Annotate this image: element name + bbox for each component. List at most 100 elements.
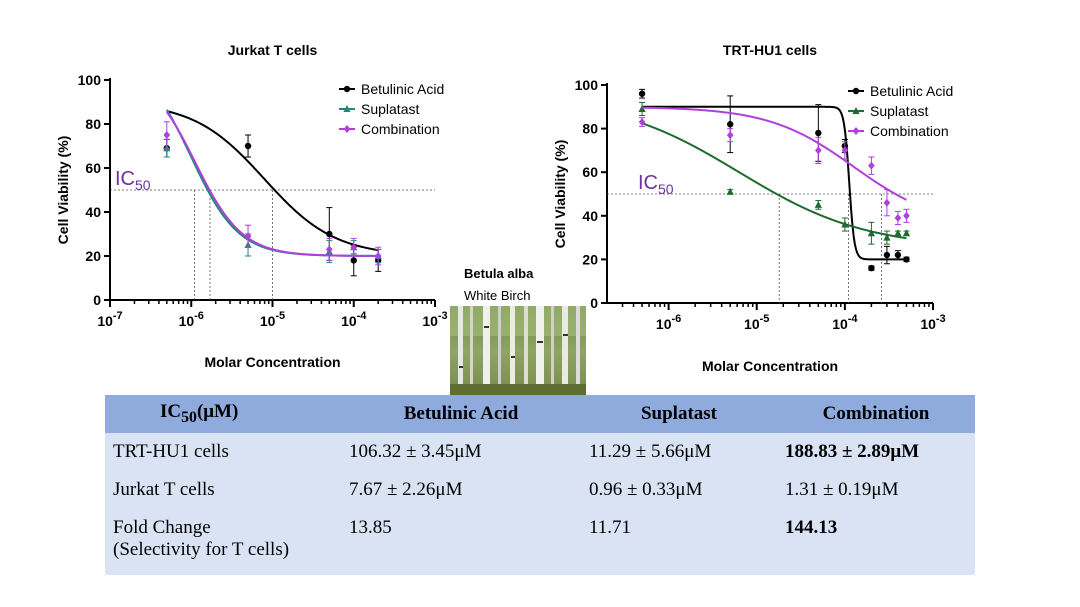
- legend-betulinic-acid: Betulinic Acid: [361, 81, 444, 97]
- betulinic-acid-point: [350, 257, 357, 264]
- y-tick-label: 40: [85, 204, 101, 220]
- cell-value: 1.31 ± 0.19μM: [777, 471, 975, 509]
- legend-betulinic-acid: Betulinic Acid: [870, 83, 953, 99]
- cell-value: 188.83 ± 2.89μM: [777, 433, 975, 471]
- betulinic-acid-fit-line: [166, 110, 379, 252]
- row-label: Jurkat T cells: [105, 471, 341, 509]
- y-tick-label: 20: [582, 251, 598, 267]
- header-suplatast: Suplatast: [581, 395, 777, 433]
- cell-value: 106.32 ± 3.45μM: [341, 433, 581, 471]
- y-tick-label: 80: [582, 121, 598, 137]
- x-tick-label: 10-7: [97, 310, 122, 329]
- combination-point: [883, 198, 891, 207]
- chart-title: TRT-HU1 cells: [723, 42, 817, 58]
- legend-suplatast: Suplatast: [361, 101, 419, 117]
- betulinic-acid-point: [903, 256, 910, 263]
- cell-value: 7.67 ± 2.26μM: [341, 471, 581, 509]
- suplatast-legend-marker: [343, 105, 351, 112]
- suplatast-point: [841, 220, 849, 228]
- betulinic-acid-legend-marker: [852, 87, 860, 95]
- combination-legend-marker: [343, 125, 351, 133]
- birch-title: Betula alba: [464, 266, 534, 281]
- y-tick-label: 60: [582, 164, 598, 180]
- birch-image-block: Betula alba White Birch: [450, 266, 586, 396]
- betulinic-acid-point: [326, 230, 333, 238]
- birch-forest-image: [450, 306, 586, 396]
- betulinic-acid-legend-marker: [343, 85, 351, 93]
- x-tick-label: 10-5: [260, 310, 285, 329]
- ic50-label: IC50: [638, 172, 674, 197]
- combination-point: [726, 131, 734, 140]
- combination-fit-line: [642, 106, 907, 201]
- y-axis-label: Cell Viability (%): [55, 136, 71, 245]
- betulinic-acid-point: [868, 264, 875, 272]
- combination-fit-line: [165, 111, 379, 257]
- y-tick-label: 20: [85, 248, 101, 264]
- cell-value: 11.71: [581, 509, 777, 575]
- betulinic-acid-point: [638, 90, 646, 97]
- x-tick-label: 10-6: [179, 310, 204, 329]
- combination-point: [868, 161, 875, 170]
- suplatast-point: [867, 229, 875, 237]
- birch-subtitle: White Birch: [464, 288, 531, 303]
- x-tick-label: 10-4: [341, 310, 367, 329]
- y-tick-label: 40: [582, 208, 598, 224]
- y-tick-label: 100: [78, 72, 102, 88]
- header-combination: Combination: [777, 395, 975, 433]
- cell-value: 11.29 ± 5.66μM: [581, 433, 777, 471]
- suplatast-point: [883, 233, 891, 241]
- betulinic-acid-point: [244, 142, 252, 150]
- combination-legend-marker: [852, 127, 860, 135]
- header-ic50: IC50(μM): [105, 395, 341, 433]
- x-axis-label: Molar Concentration: [702, 358, 838, 374]
- chart-title: Jurkat T cells: [228, 42, 318, 58]
- cell-value: 0.96 ± 0.33μM: [581, 471, 777, 509]
- x-axis-label: Molar Concentration: [204, 354, 340, 370]
- combination-point: [894, 213, 902, 222]
- betulinic-acid-fit-line: [642, 105, 907, 261]
- y-axis-label: Cell Viability (%): [552, 140, 568, 249]
- ic50-label: IC50: [115, 168, 151, 193]
- table-row: TRT-HU1 cells 106.32 ± 3.45μM 11.29 ± 5.…: [105, 433, 975, 471]
- row-label: TRT-HU1 cells: [105, 433, 341, 471]
- x-tick-label: 10-3: [920, 313, 945, 332]
- y-tick-label: 0: [93, 292, 101, 308]
- combination-point: [815, 146, 822, 155]
- y-tick-label: 60: [85, 160, 101, 176]
- combination-point: [903, 211, 910, 220]
- combination-point: [325, 245, 333, 254]
- betulinic-acid-point: [894, 251, 902, 259]
- betulinic-acid-point: [815, 129, 822, 137]
- suplatast-point: [894, 229, 902, 237]
- legend-combination: Combination: [361, 121, 440, 137]
- suplatast-point: [902, 229, 911, 237]
- combination-point: [374, 252, 382, 260]
- y-tick-label: 100: [575, 77, 599, 93]
- combination-point: [638, 118, 646, 127]
- ic50-table: IC50(μM) Betulinic Acid Suplatast Combin…: [105, 395, 975, 575]
- y-tick-label: 80: [85, 116, 101, 132]
- table-header-row: IC50(μM) Betulinic Acid Suplatast Combin…: [105, 395, 975, 433]
- trt-hu1-chart: TRT-HU1 cells 0 20 40 60 80 100 10-6 10-5 10-4 10-…: [552, 42, 953, 374]
- header-betulinic-acid: Betulinic Acid: [341, 395, 581, 433]
- x-tick-label: 10-4: [832, 313, 858, 332]
- x-tick-label: 10-5: [744, 313, 769, 332]
- suplatast-legend-marker: [852, 107, 860, 114]
- suplatast-point: [726, 187, 734, 195]
- betulinic-acid-point: [727, 121, 734, 128]
- combination-point: [350, 243, 358, 252]
- betulinic-acid-point: [883, 251, 891, 259]
- y-tick-label: 0: [590, 295, 598, 311]
- legend-combination: Combination: [870, 123, 949, 139]
- x-tick-label: 10-3: [422, 310, 447, 329]
- suplatast-point: [814, 200, 822, 208]
- table-row: Jurkat T cells 7.67 ± 2.26μM 0.96 ± 0.33…: [105, 471, 975, 509]
- x-tick-label: 10-6: [656, 313, 681, 332]
- cell-value: 13.85: [341, 509, 581, 575]
- row-label: Fold Change (Selectivity for T cells): [105, 509, 341, 575]
- jurkat-chart: Jurkat T cells 0 20 40 60 80 100 10-7 10-6 10-5 10…: [55, 42, 448, 370]
- cell-value: 144.13: [777, 509, 975, 575]
- combination-point: [841, 146, 849, 155]
- combination-point: [163, 131, 171, 139]
- suplatast-fit-line: [641, 122, 907, 240]
